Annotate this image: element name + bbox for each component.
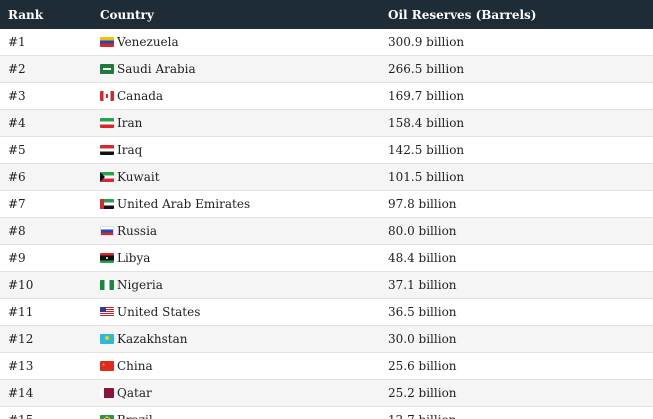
country-name: United States bbox=[117, 305, 201, 319]
country-name: China bbox=[117, 359, 153, 373]
table-row: #15 Brazil 12.7 billion bbox=[0, 407, 653, 419]
table-row: #14 Qatar 25.2 billion bbox=[0, 380, 653, 407]
table-row: #12 Kazakhstan 30.0 billion bbox=[0, 326, 653, 353]
country-cell: Kazakhstan bbox=[100, 332, 187, 346]
rank-cell: #9 bbox=[8, 251, 26, 265]
country-cell: Brazil bbox=[100, 413, 153, 419]
rank-cell: #7 bbox=[8, 197, 26, 211]
table-header: Rank Country Oil Reserves (Barrels) bbox=[0, 0, 653, 29]
table-row: #11 United States 36.5 billion bbox=[0, 299, 653, 326]
china-flag-icon bbox=[100, 361, 114, 371]
oil-reserves-cell: 30.0 billion bbox=[388, 332, 457, 346]
table-row: #7 United Arab Emirates 97.8 billion bbox=[0, 191, 653, 218]
oil-reserves-cell: 142.5 billion bbox=[388, 143, 465, 157]
rank-cell: #1 bbox=[8, 35, 26, 49]
table-row: #8 Russia 80.0 billion bbox=[0, 218, 653, 245]
country-name: Venezuela bbox=[117, 35, 179, 49]
nigeria-flag-icon bbox=[100, 280, 114, 290]
rank-cell: #12 bbox=[8, 332, 34, 346]
country-name: Iraq bbox=[117, 143, 143, 157]
uae-flag-icon bbox=[100, 199, 114, 209]
iraq-flag-icon bbox=[100, 145, 114, 155]
country-name: United Arab Emirates bbox=[117, 197, 251, 211]
rank-cell: #14 bbox=[8, 386, 34, 400]
oil-reserves-cell: 25.2 billion bbox=[388, 386, 457, 400]
table-row: #1 Venezuela 300.9 billion bbox=[0, 29, 653, 56]
rank-cell: #2 bbox=[8, 62, 26, 76]
country-name: Kazakhstan bbox=[117, 332, 188, 346]
oil-reserves-cell: 80.0 billion bbox=[388, 224, 457, 238]
country-cell: United States bbox=[100, 305, 200, 319]
rank-cell: #3 bbox=[8, 89, 26, 103]
libya-flag-icon bbox=[100, 253, 114, 263]
table-row: #4 Iran 158.4 billion bbox=[0, 110, 653, 137]
country-name: Qatar bbox=[117, 386, 152, 400]
table-body: #1 Venezuela 300.9 billion #2 Saudi Arabia 26… bbox=[0, 29, 653, 419]
rank-cell: #8 bbox=[8, 224, 26, 238]
canada-flag-icon bbox=[100, 91, 114, 101]
country-name: Nigeria bbox=[117, 278, 163, 292]
country-name: Iran bbox=[117, 116, 143, 130]
iran-flag-icon bbox=[100, 118, 114, 128]
oil-reserves-cell: 48.4 billion bbox=[388, 251, 457, 265]
saudi-flag-icon bbox=[100, 64, 114, 74]
table-row: #9 Libya 48.4 billion bbox=[0, 245, 653, 272]
rank-cell: #13 bbox=[8, 359, 34, 373]
country-name: Kuwait bbox=[117, 170, 160, 184]
oil-reserves-cell: 97.8 billion bbox=[388, 197, 457, 211]
kuwait-flag-icon bbox=[100, 172, 114, 182]
table-row: #6 Kuwait 101.5 billion bbox=[0, 164, 653, 191]
oil-reserves-column-header: Oil Reserves (Barrels) bbox=[388, 7, 537, 22]
rank-cell: #10 bbox=[8, 278, 34, 292]
oil-reserves-cell: 266.5 billion bbox=[388, 62, 465, 76]
country-column-header: Country bbox=[100, 7, 154, 22]
qatar-flag-icon bbox=[100, 388, 114, 398]
table-row: #2 Saudi Arabia 266.5 billion bbox=[0, 56, 653, 83]
country-cell: Iraq bbox=[100, 143, 142, 157]
oil-reserves-cell: 158.4 billion bbox=[388, 116, 465, 130]
country-cell: Libya bbox=[100, 251, 150, 265]
oil-reserves-cell: 25.6 billion bbox=[388, 359, 457, 373]
country-cell: Canada bbox=[100, 89, 163, 103]
rank-cell: #6 bbox=[8, 170, 26, 184]
rank-cell: #5 bbox=[8, 143, 26, 157]
country-cell: Venezuela bbox=[100, 35, 179, 49]
country-name: Brazil bbox=[117, 413, 153, 419]
country-cell: Saudi Arabia bbox=[100, 62, 196, 76]
rank-cell: #4 bbox=[8, 116, 26, 130]
russia-flag-icon bbox=[100, 226, 114, 236]
rank-cell: #15 bbox=[8, 413, 33, 419]
country-name: Saudi Arabia bbox=[117, 62, 196, 76]
table-row: #5 Iraq 142.5 billion bbox=[0, 137, 653, 164]
oil-reserves-cell: 169.7 billion bbox=[388, 89, 465, 103]
oil-reserves-cell: 36.5 billion bbox=[388, 305, 457, 319]
table-row: #3 Canada 169.7 billion bbox=[0, 83, 653, 110]
country-cell: Nigeria bbox=[100, 278, 163, 292]
table-row: #10 Nigeria 37.1 billion bbox=[0, 272, 653, 299]
kazakhstan-flag-icon bbox=[100, 334, 114, 344]
oil-reserves-cell: 37.1 billion bbox=[388, 278, 457, 292]
country-cell: China bbox=[100, 359, 153, 373]
country-cell: Russia bbox=[100, 224, 157, 238]
usa-flag-icon bbox=[100, 307, 114, 317]
oil-reserves-cell: 300.9 billion bbox=[388, 35, 465, 49]
country-cell: Iran bbox=[100, 116, 142, 130]
table-row: #13 China 25.6 billion bbox=[0, 353, 653, 380]
brazil-flag-icon bbox=[100, 415, 114, 419]
country-cell: United Arab Emirates bbox=[100, 197, 250, 211]
country-name: Canada bbox=[117, 89, 164, 103]
rank-cell: #11 bbox=[8, 305, 34, 319]
country-cell: Kuwait bbox=[100, 170, 160, 184]
oil-reserves-cell: 12.7 billion bbox=[388, 413, 457, 419]
rank-column-header: Rank bbox=[8, 7, 44, 22]
country-cell: Qatar bbox=[100, 386, 152, 400]
country-name: Libya bbox=[117, 251, 151, 265]
oil-reserves-cell: 101.5 billion bbox=[388, 170, 465, 184]
country-name: Russia bbox=[117, 224, 158, 238]
venezuela-flag-icon bbox=[100, 37, 114, 47]
